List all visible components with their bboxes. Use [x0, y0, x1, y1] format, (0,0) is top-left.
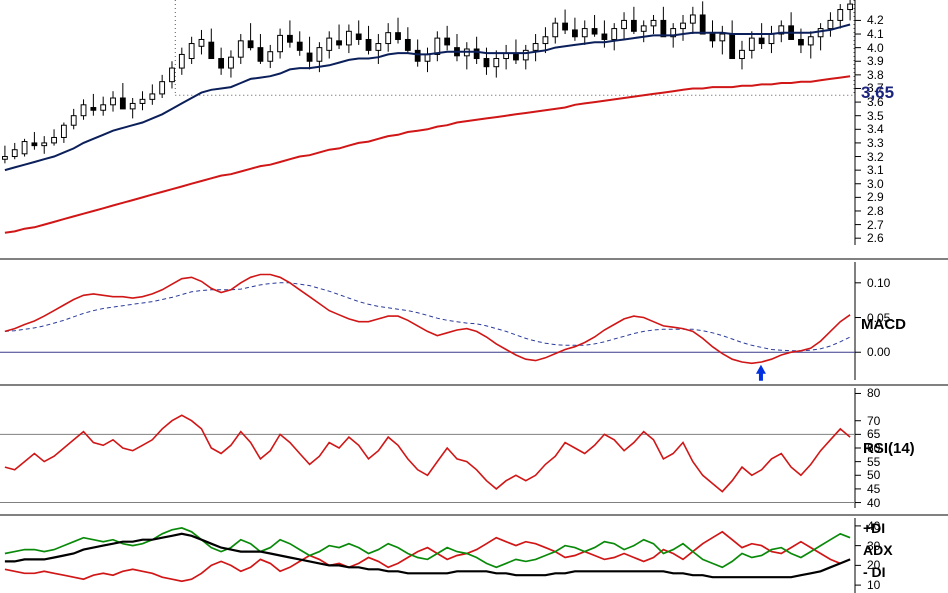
adx-label: ADX	[863, 542, 893, 558]
mdi-label: - DI	[863, 564, 886, 580]
pdi-label: +DI	[863, 520, 885, 536]
adx-chart	[0, 0, 948, 593]
